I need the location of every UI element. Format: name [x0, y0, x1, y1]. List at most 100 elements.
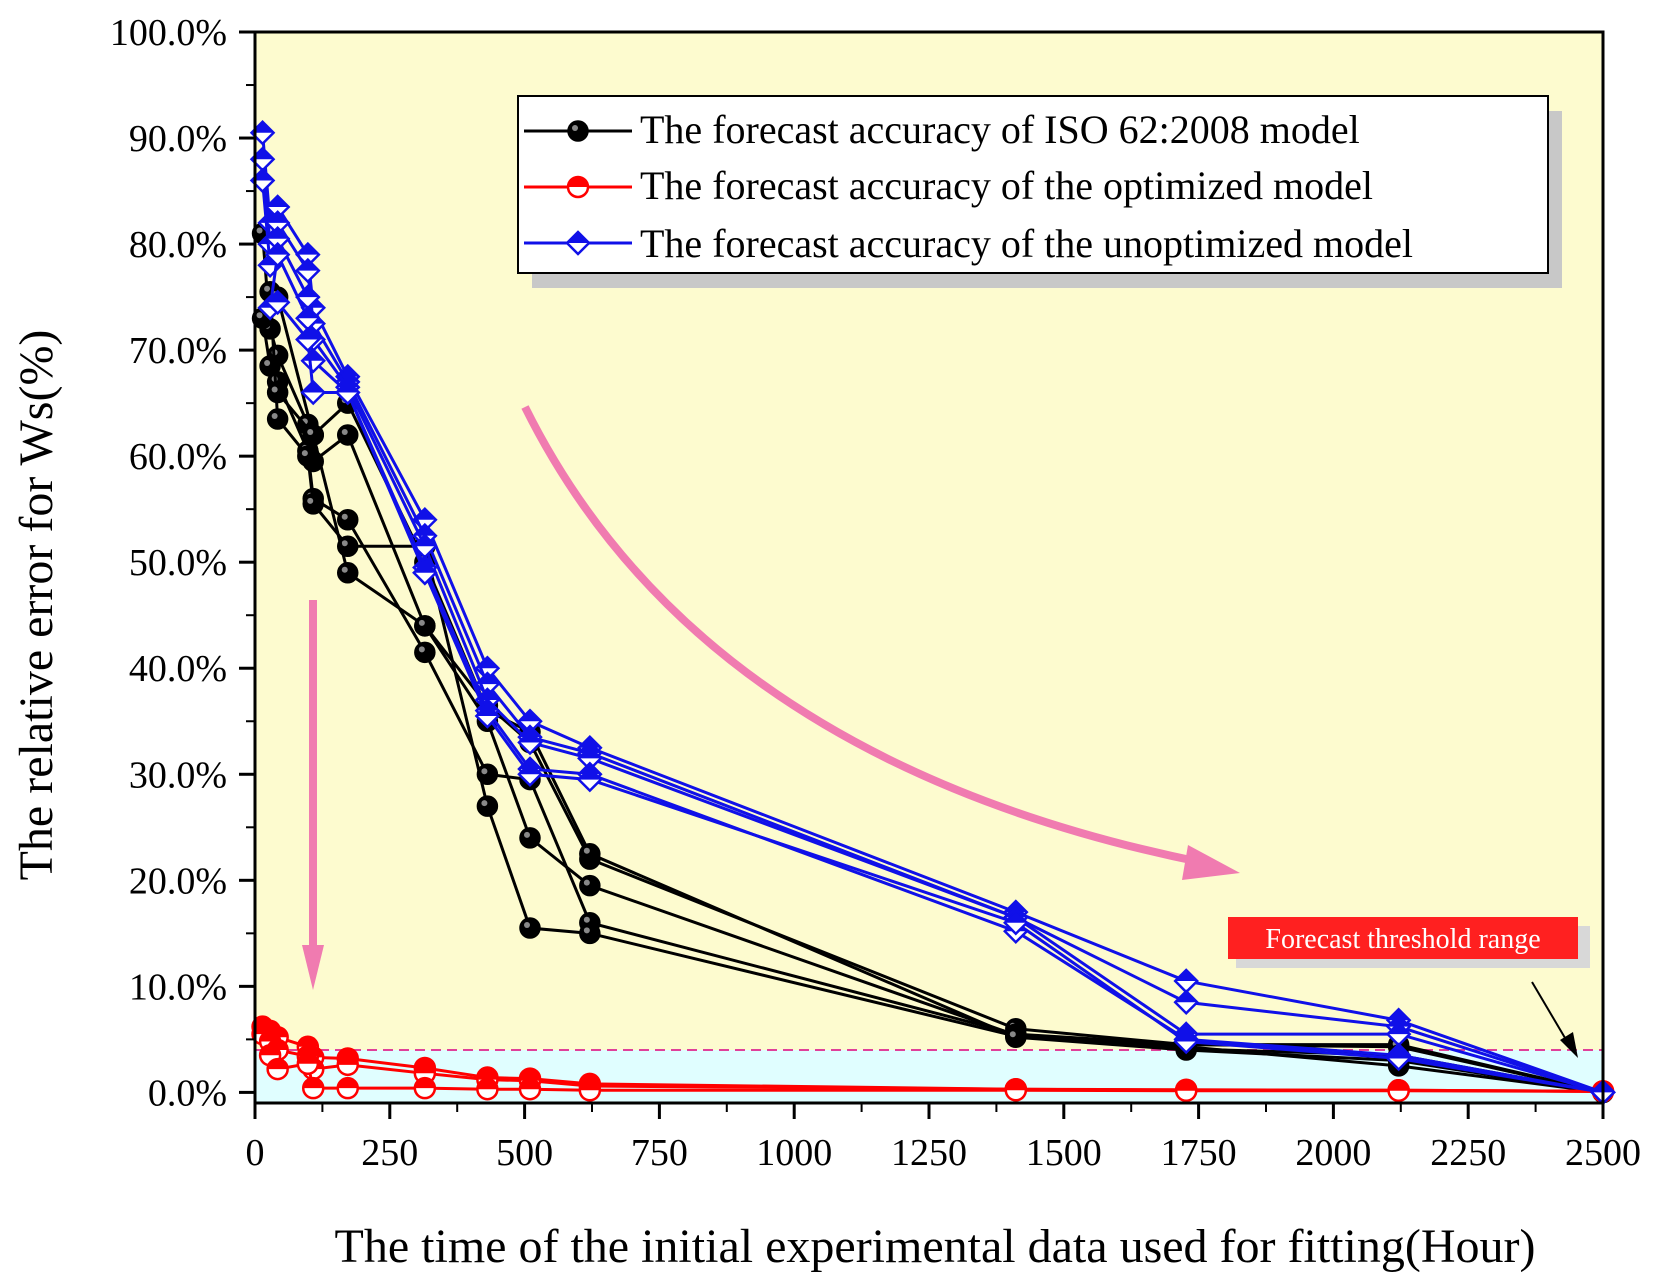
data-point-fill	[578, 747, 601, 759]
data-point-highlight	[583, 916, 590, 923]
data-point-fill	[302, 381, 325, 393]
data-point-fill	[477, 1069, 498, 1080]
data-point-fill	[519, 1070, 540, 1081]
data-point-highlight	[583, 879, 590, 886]
data-point-fill	[578, 768, 601, 780]
data-point	[579, 874, 601, 897]
data-point-fill	[1387, 1047, 1410, 1059]
x-tick-label: 500	[496, 1132, 553, 1174]
data-point-fill	[251, 121, 274, 133]
data-point	[1005, 1026, 1027, 1049]
data-point-highlight	[256, 312, 263, 319]
curve-arrow-shaft	[521, 405, 1201, 866]
data-point-highlight	[271, 413, 278, 420]
data-point	[579, 922, 601, 945]
y-tick-label: 20.0%	[129, 860, 227, 902]
legend-label-iso: The forecast accuracy of ISO 62:2008 mod…	[640, 107, 1360, 152]
data-point-fill	[1175, 1030, 1198, 1042]
data-point-fill	[413, 535, 436, 547]
x-tick-label: 1000	[756, 1132, 832, 1174]
data-point	[302, 424, 324, 446]
data-point-highlight	[583, 927, 590, 934]
data-point	[336, 424, 359, 446]
x-tick-label: 1250	[891, 1132, 967, 1174]
data-point-fill	[337, 1054, 358, 1065]
threshold-label-box	[1228, 917, 1578, 959]
data-point-fill	[296, 259, 319, 271]
data-point-fill	[518, 763, 541, 775]
data-point-highlight	[264, 285, 271, 292]
x-tick-label: 250	[361, 1132, 418, 1174]
data-point-highlight	[341, 540, 348, 547]
data-point	[336, 562, 359, 584]
y-tick-label: 70.0%	[129, 330, 227, 372]
data-point-highlight	[256, 227, 263, 234]
data-point-fill	[267, 1059, 288, 1070]
data-point	[414, 615, 436, 637]
x-tick-label: 2500	[1565, 1132, 1641, 1174]
legend: The forecast accuracy of ISO 62:2008 mod…	[517, 95, 1562, 288]
data-point	[266, 408, 289, 430]
y-tick-label: 10.0%	[129, 966, 227, 1008]
y-axis: 0.0% 10.0% 20.0% 30.0% 40.0% 50.0% 60.0% 70.0% 8…	[110, 12, 255, 1114]
y-tick-label: 40.0%	[129, 648, 227, 690]
y-tick-label: 50.0%	[129, 542, 227, 584]
data-point-fill	[266, 227, 289, 239]
series-line-unopt-2	[261, 159, 1604, 1094]
data-point-highlight	[523, 831, 530, 838]
y-tick-label: 30.0%	[129, 754, 227, 796]
y-tick-label: 90.0%	[129, 118, 227, 160]
data-point-fill	[476, 704, 499, 716]
legend-label-optimized: The forecast accuracy of the optimized m…	[640, 163, 1373, 208]
data-point-highlight	[341, 566, 348, 573]
threshold-label-text: Forecast threshold range	[1265, 924, 1540, 955]
data-point-fill	[260, 1045, 281, 1056]
data-point-fill	[414, 1078, 435, 1089]
data-point-fill	[251, 148, 274, 160]
data-point-fill	[414, 1063, 435, 1074]
data-point-fill	[476, 673, 499, 685]
legend-marker-iso	[567, 120, 589, 142]
data-point-highlight	[341, 428, 348, 435]
data-point-highlight	[307, 428, 314, 435]
data-point-highlight	[583, 847, 590, 854]
legend-marker-iso-highlight	[572, 125, 578, 131]
data-point-fill	[518, 710, 541, 722]
data-point-fill	[413, 508, 436, 520]
data-point-highlight	[481, 768, 488, 775]
threshold-label: Forecast threshold range	[1228, 917, 1590, 968]
series-line-unopt-1	[261, 132, 1604, 1094]
data-point-fill	[251, 169, 274, 181]
threshold-pointer-head	[1560, 1032, 1578, 1058]
data-point-fill	[266, 243, 289, 255]
x-tick-label: 0	[246, 1132, 265, 1174]
data-point	[297, 445, 319, 467]
data-point-fill	[1387, 1023, 1410, 1035]
y-tick-label: 100.0%	[110, 12, 227, 54]
data-point	[519, 917, 541, 939]
threshold-pointer-line	[1531, 981, 1569, 1044]
data-point-fill	[1005, 1080, 1026, 1091]
data-point-highlight	[301, 450, 308, 457]
data-point-fill	[296, 243, 319, 255]
data-point-highlight	[481, 800, 488, 807]
data-point-fill	[476, 657, 499, 669]
x-tick-label: 1750	[1161, 1132, 1237, 1174]
data-point-highlight	[264, 360, 271, 367]
annotation-arrows	[302, 405, 1578, 1058]
data-point-highlight	[523, 922, 530, 929]
data-point	[414, 641, 436, 664]
data-point	[579, 843, 601, 865]
x-axis-title: The time of the initial experimental dat…	[335, 1220, 1536, 1273]
legend-label-unoptimized: The forecast accuracy of the unoptimized…	[640, 221, 1413, 266]
data-point-fill	[518, 731, 541, 743]
data-point-fill	[1387, 1015, 1410, 1027]
data-point-fill	[297, 1036, 318, 1047]
data-point-fill	[296, 286, 319, 298]
data-point-fill	[260, 1031, 281, 1042]
down-arrow-head	[302, 945, 324, 990]
legend-box	[517, 95, 1549, 274]
data-point-fill	[296, 307, 319, 319]
data-point-fill	[297, 1053, 318, 1064]
data-point-fill	[302, 349, 325, 361]
